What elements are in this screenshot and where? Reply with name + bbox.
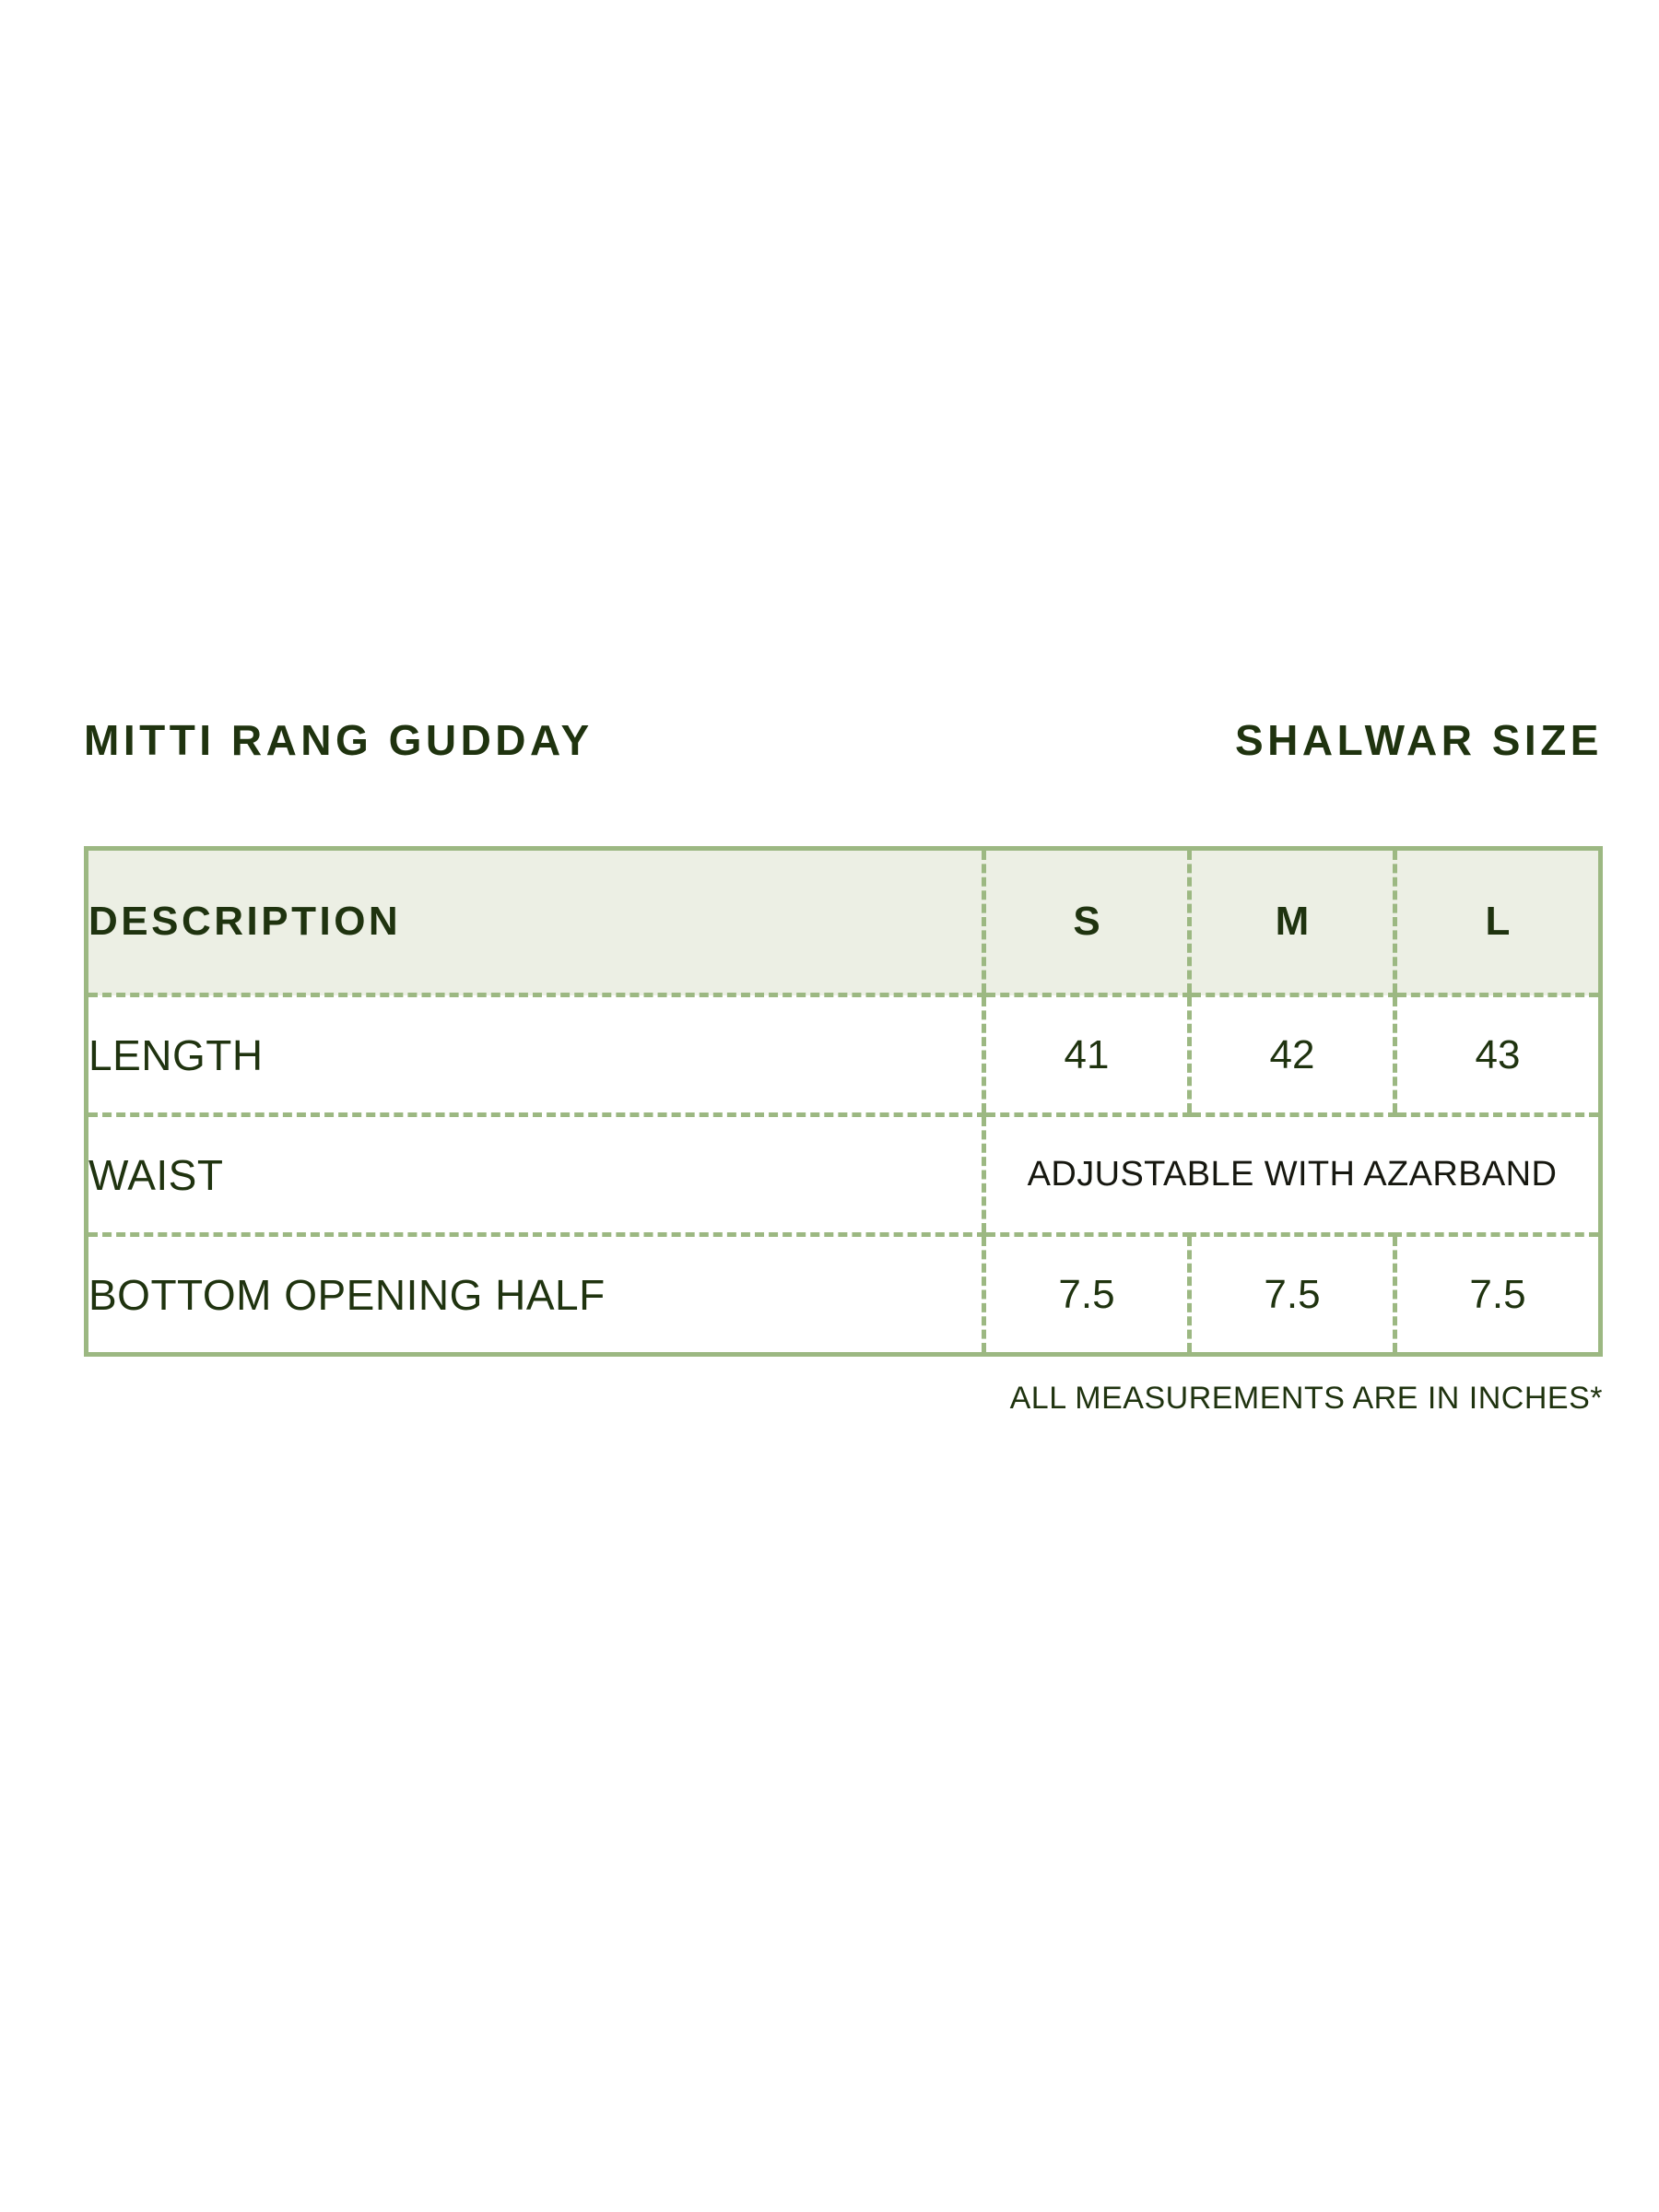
cell-bottom-opening-m: 7.5 — [1187, 1234, 1395, 1355]
size-chart-table: DESCRIPTION S M L LENGTH 41 42 43 WAIST … — [84, 846, 1603, 1357]
table-row: BOTTOM OPENING HALF 7.5 7.5 7.5 — [86, 1234, 1601, 1355]
cell-length-m: 42 — [1187, 994, 1395, 1117]
row-label-waist: WAIST — [86, 1114, 984, 1237]
cell-bottom-opening-s: 7.5 — [982, 1234, 1190, 1355]
brand-title: MITTI RANG GUDDAY — [84, 716, 594, 764]
row-label-bottom-opening-half: BOTTOM OPENING HALF — [86, 1234, 984, 1355]
title-row: MITTI RANG GUDDAY SHALWAR SIZE — [84, 719, 1603, 793]
table-row: LENGTH 41 42 43 — [86, 994, 1601, 1117]
chart-title: SHALWAR SIZE — [1234, 716, 1603, 764]
column-header-m: M — [1187, 848, 1395, 997]
cell-bottom-opening-l: 7.5 — [1393, 1234, 1601, 1355]
measurements-footnote: ALL MEASUREMENTS ARE IN INCHES* — [1009, 1381, 1603, 1416]
column-header-description: DESCRIPTION — [86, 848, 984, 997]
cell-waist-merged: ADJUSTABLE WITH AZARBAND — [982, 1114, 1601, 1237]
size-chart-sheet: MITTI RANG GUDDAY SHALWAR SIZE DESCRIPTI… — [84, 719, 1603, 1417]
column-header-l: L — [1393, 848, 1601, 997]
table-row: WAIST ADJUSTABLE WITH AZARBAND — [86, 1114, 1601, 1237]
column-header-s: S — [982, 848, 1190, 997]
cell-length-s: 41 — [982, 994, 1190, 1117]
cell-length-l: 43 — [1393, 994, 1601, 1117]
table-header-row: DESCRIPTION S M L — [86, 848, 1601, 997]
row-label-length: LENGTH — [86, 994, 984, 1117]
